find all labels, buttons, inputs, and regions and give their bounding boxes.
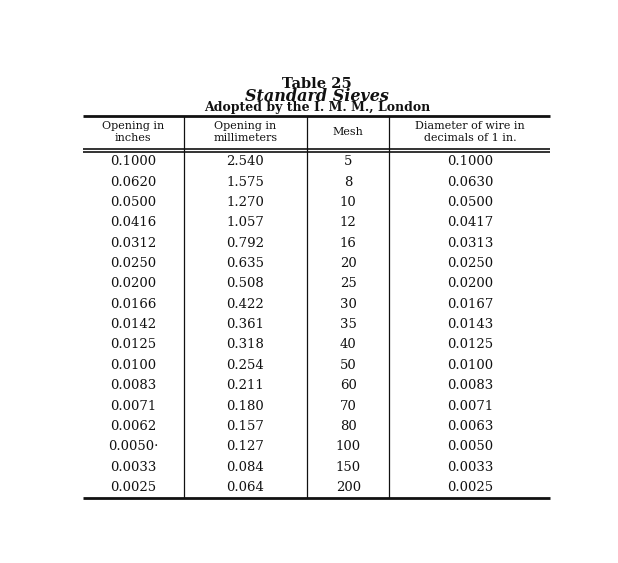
Text: Opening in
inches: Opening in inches	[102, 120, 164, 143]
Text: Table 25: Table 25	[282, 77, 352, 91]
Text: 12: 12	[340, 216, 357, 229]
Text: 0.0033: 0.0033	[110, 461, 156, 473]
Text: 1.057: 1.057	[227, 216, 265, 229]
Text: 0.0630: 0.0630	[447, 176, 493, 189]
Text: 0.0250: 0.0250	[447, 257, 493, 270]
Text: 0.0062: 0.0062	[110, 420, 156, 433]
Text: 0.0416: 0.0416	[110, 216, 156, 229]
Text: 80: 80	[340, 420, 357, 433]
Text: 0.084: 0.084	[227, 461, 265, 473]
Text: 0.0500: 0.0500	[110, 196, 156, 209]
Text: 0.157: 0.157	[227, 420, 265, 433]
Text: 0.0025: 0.0025	[110, 481, 156, 494]
Text: 1.270: 1.270	[227, 196, 265, 209]
Text: 0.361: 0.361	[226, 318, 265, 331]
Text: 0.1000: 0.1000	[447, 155, 493, 168]
Text: 0.127: 0.127	[227, 440, 265, 453]
Text: 0.0166: 0.0166	[110, 298, 156, 311]
Text: 0.0125: 0.0125	[447, 338, 493, 351]
Text: Standard Sieves: Standard Sieves	[245, 88, 389, 105]
Text: 0.0033: 0.0033	[447, 461, 493, 473]
Text: 1.575: 1.575	[227, 176, 265, 189]
Text: 25: 25	[340, 278, 357, 291]
Text: 0.0143: 0.0143	[447, 318, 493, 331]
Text: 30: 30	[340, 298, 357, 311]
Text: 0.180: 0.180	[227, 400, 265, 413]
Text: 0.064: 0.064	[227, 481, 265, 494]
Text: 0.0063: 0.0063	[447, 420, 493, 433]
Text: 8: 8	[344, 176, 352, 189]
Text: 0.0025: 0.0025	[447, 481, 493, 494]
Text: Adopted by the I. M. M., London: Adopted by the I. M. M., London	[203, 101, 430, 114]
Text: 0.211: 0.211	[227, 379, 265, 392]
Text: 0.0083: 0.0083	[110, 379, 156, 392]
Text: 0.0500: 0.0500	[447, 196, 493, 209]
Text: 100: 100	[336, 440, 361, 453]
Text: 0.0200: 0.0200	[447, 278, 493, 291]
Text: 0.318: 0.318	[227, 338, 265, 351]
Text: 0.508: 0.508	[227, 278, 265, 291]
Text: 10: 10	[340, 196, 357, 209]
Text: 35: 35	[340, 318, 357, 331]
Text: 0.792: 0.792	[226, 236, 265, 250]
Text: 0.0620: 0.0620	[110, 176, 156, 189]
Text: 0.0142: 0.0142	[110, 318, 156, 331]
Text: 0.0167: 0.0167	[447, 298, 493, 311]
Text: 0.422: 0.422	[227, 298, 265, 311]
Text: 150: 150	[336, 461, 361, 473]
Text: Diameter of wire in
decimals of 1 in.: Diameter of wire in decimals of 1 in.	[415, 120, 525, 143]
Text: 0.0050: 0.0050	[447, 440, 493, 453]
Text: 0.0312: 0.0312	[110, 236, 156, 250]
Text: 5: 5	[344, 155, 352, 168]
Text: 0.0050·: 0.0050·	[108, 440, 158, 453]
Text: 200: 200	[336, 481, 361, 494]
Text: 0.0125: 0.0125	[110, 338, 156, 351]
Text: 0.0100: 0.0100	[110, 359, 156, 372]
Text: 0.0313: 0.0313	[447, 236, 493, 250]
Text: 60: 60	[340, 379, 357, 392]
Text: Mesh: Mesh	[333, 127, 364, 137]
Text: 70: 70	[340, 400, 357, 413]
Text: Opening in
millimeters: Opening in millimeters	[213, 120, 277, 143]
Text: 0.0100: 0.0100	[447, 359, 493, 372]
Text: 0.0417: 0.0417	[447, 216, 493, 229]
Text: 2.540: 2.540	[227, 155, 265, 168]
Text: 16: 16	[340, 236, 357, 250]
Text: 20: 20	[340, 257, 357, 270]
Text: 0.0250: 0.0250	[110, 257, 156, 270]
Text: 0.0071: 0.0071	[447, 400, 493, 413]
Text: 0.0083: 0.0083	[447, 379, 493, 392]
Text: 0.0071: 0.0071	[110, 400, 156, 413]
Text: 0.254: 0.254	[227, 359, 265, 372]
Text: 40: 40	[340, 338, 357, 351]
Text: 0.0200: 0.0200	[110, 278, 156, 291]
Text: 50: 50	[340, 359, 357, 372]
Text: 0.635: 0.635	[226, 257, 265, 270]
Text: 0.1000: 0.1000	[110, 155, 156, 168]
